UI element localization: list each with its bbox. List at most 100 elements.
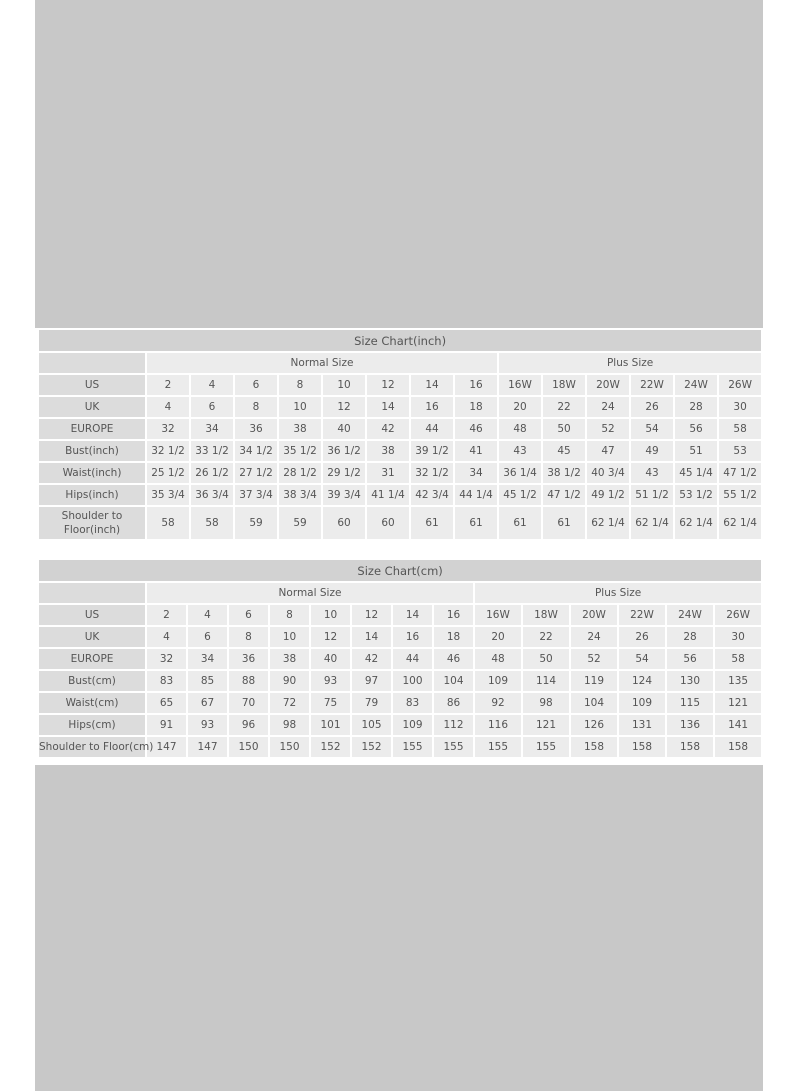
table-cell: 6 <box>235 375 277 395</box>
table-cell: 24W <box>667 605 713 625</box>
table-row: Waist(cm) 65 67 70 72 75 79 83 86 92 98 104 109 115 12… <box>39 693 762 713</box>
table-cell: 47 1/2 <box>719 463 762 483</box>
table-cell: 44 <box>393 649 432 669</box>
table-cell: 39 3/4 <box>323 485 365 505</box>
table-cell: 12 <box>311 627 350 647</box>
table-cell: 28 <box>675 397 717 417</box>
table-cell: 36 1/2 <box>323 441 365 461</box>
row-label: UK <box>39 397 145 417</box>
table-cell: 158 <box>715 737 762 757</box>
table-cell: 61 <box>499 507 541 539</box>
table-cell: 39 1/2 <box>411 441 453 461</box>
table-cell: 155 <box>434 737 473 757</box>
table-cell: 131 <box>619 715 665 735</box>
table-cell: 100 <box>393 671 432 691</box>
table-cell: 20 <box>499 397 541 417</box>
table-cell: 96 <box>229 715 268 735</box>
table-cell: 4 <box>191 375 233 395</box>
table-cell: 93 <box>188 715 227 735</box>
title-row: Size Chart(inch) <box>39 330 762 351</box>
table-cell: 8 <box>270 605 309 625</box>
table-cell: 16 <box>393 627 432 647</box>
table-cell: 58 <box>191 507 233 539</box>
table-cell: 104 <box>571 693 617 713</box>
table-cell: 26 <box>619 627 665 647</box>
table-cell: 10 <box>323 375 365 395</box>
table-cell: 49 <box>631 441 673 461</box>
table-cell: 158 <box>619 737 665 757</box>
table-cell: 62 1/4 <box>631 507 673 539</box>
table-row: US 2 4 6 8 10 12 14 16 16W 18W 20W 22W 24W 26W <box>39 375 762 395</box>
table-cell: 33 1/2 <box>191 441 233 461</box>
table-cell: 60 <box>323 507 365 539</box>
table-cell: 26 1/2 <box>191 463 233 483</box>
table-cell: 35 1/2 <box>279 441 321 461</box>
table-cell: 41 <box>455 441 497 461</box>
table-cell: 12 <box>367 375 409 395</box>
table-cell: 32 1/2 <box>147 441 189 461</box>
table-cell: 16 <box>455 375 497 395</box>
group-header-normal-size: Normal Size <box>147 583 473 603</box>
table-cell: 32 1/2 <box>411 463 453 483</box>
table-cell: 28 <box>667 627 713 647</box>
table-cell: 45 1/4 <box>675 463 717 483</box>
table-row: US 2 4 6 8 10 12 14 16 16W 18W 20W 22W 24W 26W <box>39 605 762 625</box>
table-cell: 70 <box>229 693 268 713</box>
size-chart-inch-table: Size Chart(inch) Normal Size Plus Size US 2 4… <box>37 328 763 541</box>
table-cell: 50 <box>543 419 585 439</box>
table-cell: 61 <box>455 507 497 539</box>
table-cell: 135 <box>715 671 762 691</box>
table-cell: 124 <box>619 671 665 691</box>
table-cell: 8 <box>279 375 321 395</box>
table-cell: 126 <box>571 715 617 735</box>
table-cell: 34 1/2 <box>235 441 277 461</box>
table-cell: 38 <box>270 649 309 669</box>
table-cell: 36 <box>229 649 268 669</box>
table-cell: 20 <box>475 627 521 647</box>
table-cell: 16W <box>475 605 521 625</box>
table-cell: 47 <box>587 441 629 461</box>
row-label: US <box>39 375 145 395</box>
table-cell: 16 <box>434 605 473 625</box>
table-cell: 97 <box>352 671 391 691</box>
table-cell: 40 3/4 <box>587 463 629 483</box>
table-cell: 98 <box>270 715 309 735</box>
size-chart-panel: Size Chart(inch) Normal Size Plus Size US 2 4… <box>35 328 763 765</box>
table-cell: 41 1/4 <box>367 485 409 505</box>
table-row: Shoulder to Floor(inch) 58 58 59 59 60 60 61 61 6… <box>39 507 762 539</box>
table-cell: 38 1/2 <box>543 463 585 483</box>
table-cell: 155 <box>475 737 521 757</box>
table-cell: 16 <box>411 397 453 417</box>
table-cell: 8 <box>235 397 277 417</box>
table-cell: 22 <box>523 627 569 647</box>
table-cell: 83 <box>393 693 432 713</box>
table-cell: 104 <box>434 671 473 691</box>
table-cell: 22 <box>543 397 585 417</box>
table-cell: 67 <box>188 693 227 713</box>
row-label: Shoulder to Floor(cm) <box>39 737 153 757</box>
table-cell: 54 <box>631 419 673 439</box>
table-cell: 26W <box>719 375 762 395</box>
table-cell: 34 <box>455 463 497 483</box>
table-cell: 158 <box>571 737 617 757</box>
row-label: UK <box>39 627 145 647</box>
group-header-plus-size: Plus Size <box>499 353 762 373</box>
table-cell: 56 <box>675 419 717 439</box>
table-cell: 112 <box>434 715 473 735</box>
table-cell: 42 <box>367 419 409 439</box>
table-cell: 61 <box>543 507 585 539</box>
table-cell: 79 <box>352 693 391 713</box>
row-label: US <box>39 605 145 625</box>
table-cell: 56 <box>667 649 713 669</box>
table-cell: 60 <box>367 507 409 539</box>
table-cell: 38 <box>279 419 321 439</box>
table-cell: 26 <box>631 397 673 417</box>
table-cell: 53 1/2 <box>675 485 717 505</box>
table-cell: 93 <box>311 671 350 691</box>
table-cell: 6 <box>229 605 268 625</box>
table-cell: 10 <box>279 397 321 417</box>
table-cell: 147 <box>188 737 227 757</box>
table-cell: 61 <box>411 507 453 539</box>
row-label: Hips(inch) <box>39 485 145 505</box>
row-label: Hips(cm) <box>39 715 145 735</box>
